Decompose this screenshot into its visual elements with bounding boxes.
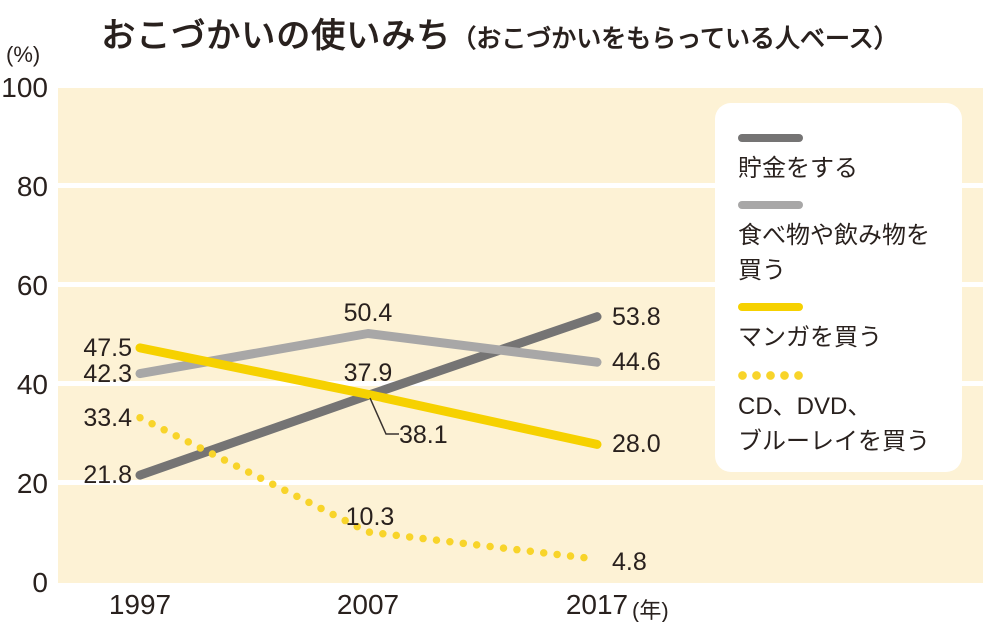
plot-svg bbox=[135, 312, 602, 563]
solid-yellow-line-swatch-icon bbox=[738, 303, 803, 311]
x-tick-2007: 2007 bbox=[336, 589, 400, 620]
series-line-3 bbox=[136, 413, 601, 563]
y-axis-unit-label: (%) bbox=[6, 42, 41, 67]
legend-item-manga: マンガを買う bbox=[738, 303, 882, 355]
point-label-manga-1997: 47.5 bbox=[83, 334, 132, 362]
legend-label-food-line1: 食べ物や飲み物を bbox=[738, 222, 930, 249]
legend-label-cd-dvd-line2: ブルーレイを買う bbox=[738, 428, 930, 455]
point-label-savings-2017: 53.8 bbox=[612, 303, 661, 331]
x-axis-unit-label: (年) bbox=[632, 598, 669, 622]
gridline-20 bbox=[58, 480, 983, 485]
gridline-60 bbox=[58, 282, 983, 287]
legend-label-savings: 貯金をする bbox=[738, 155, 858, 182]
point-label-savings-1997: 21.8 bbox=[83, 461, 132, 489]
y-tick-0: 0 bbox=[32, 567, 48, 598]
legend-label-manga: マンガを買う bbox=[738, 324, 882, 351]
point-label-cd-2017: 4.8 bbox=[612, 548, 647, 576]
solid-light-gray-line-swatch-icon bbox=[738, 201, 803, 209]
legend-box: 貯金をする 食べ物や飲み物を 買う マンガを買う CD、DVD、 ブルーレイを買… bbox=[715, 103, 962, 472]
y-tick-20: 20 bbox=[16, 468, 48, 499]
chart-title-main: おこづかいの使いみち bbox=[101, 17, 452, 55]
point-label-savings-2007: 37.9 bbox=[343, 359, 393, 387]
point-label-cd-2007: 10.3 bbox=[345, 503, 395, 531]
legend-item-cd-dvd: CD、DVD、 ブルーレイを買う bbox=[738, 371, 930, 459]
legend-label-cd-dvd-line1: CD、DVD、 bbox=[738, 393, 872, 420]
point-label-food-2017: 44.6 bbox=[612, 348, 661, 376]
series-lines bbox=[135, 312, 602, 563]
x-tick-1997: 1997 bbox=[108, 589, 172, 620]
solid-dark-gray-line-swatch-icon bbox=[738, 134, 803, 142]
point-label-cd-1997: 33.4 bbox=[83, 404, 132, 432]
series-line-2 bbox=[135, 343, 602, 449]
y-tick-80: 80 bbox=[16, 171, 48, 202]
chart-title: おこづかいの使いみち（おこづかいをもらっている人ベース） bbox=[0, 8, 1000, 57]
y-tick-60: 60 bbox=[16, 270, 48, 301]
x-tick-2017: 2017 bbox=[565, 589, 629, 620]
y-tick-100: 100 bbox=[1, 72, 48, 103]
point-label-food-1997: 42.3 bbox=[83, 360, 132, 388]
point-label-manga-2017: 28.0 bbox=[612, 430, 661, 458]
dotted-yellow-line-swatch-icon bbox=[738, 371, 806, 380]
gridline-80 bbox=[58, 183, 983, 188]
legend-item-savings: 貯金をする bbox=[738, 134, 858, 186]
legend-label-food-line2: 買う bbox=[738, 257, 786, 284]
point-label-manga-2007: 38.1 bbox=[399, 421, 448, 449]
point-label-food-2007: 50.4 bbox=[343, 299, 393, 327]
y-tick-40: 40 bbox=[16, 369, 48, 400]
legend-label-food: 食べ物や飲み物を 買う bbox=[738, 218, 930, 288]
legend-item-food: 食べ物や飲み物を 買う bbox=[738, 201, 930, 288]
callout-connector-38-1 bbox=[369, 397, 399, 435]
gridline-40 bbox=[58, 381, 983, 386]
chart-title-sub: （おこづかいをもらっている人ベース） bbox=[451, 25, 899, 53]
legend-label-cd-dvd: CD、DVD、 ブルーレイを買う bbox=[738, 389, 930, 459]
